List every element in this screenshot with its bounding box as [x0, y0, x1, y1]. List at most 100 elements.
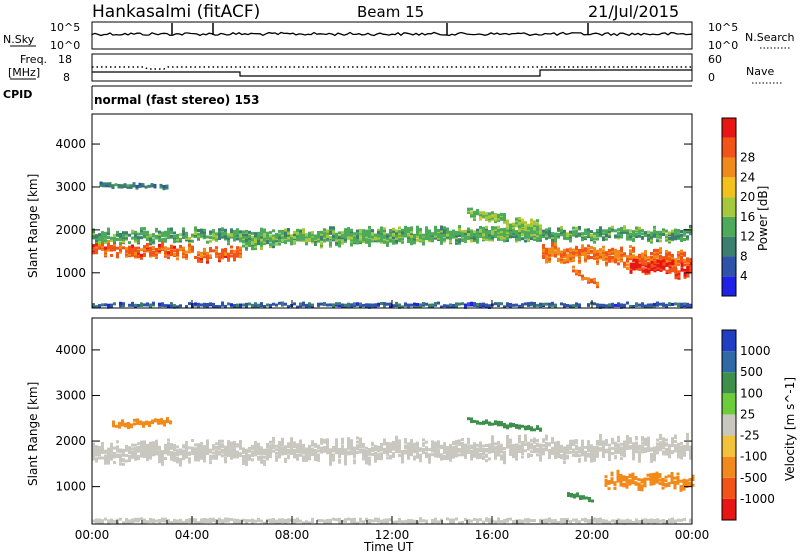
heatmap-cell: [593, 453, 596, 457]
heatmap-cell: [593, 256, 596, 260]
heatmap-cell: [260, 449, 263, 453]
heatmap-cell: [224, 228, 227, 232]
heatmap-cell: [500, 421, 503, 425]
heatmap-cell: [212, 519, 215, 523]
heatmap-cell: [182, 449, 185, 453]
heatmap-cell: [161, 241, 164, 245]
heatmap-cell: [446, 457, 449, 460]
heatmap-cell: [111, 186, 115, 190]
heatmap-cell: [635, 259, 639, 263]
heatmap-cell: [182, 227, 185, 231]
heatmap-cell: [185, 236, 188, 240]
heatmap-cell: [689, 259, 692, 263]
heatmap-cell: [359, 237, 362, 241]
heatmap-cell: [437, 449, 440, 453]
heatmap-cell: [500, 236, 503, 240]
heatmap-cell: [665, 236, 668, 240]
x-tick-label: 00:00: [675, 528, 710, 542]
heatmap-cell: [152, 241, 155, 245]
heatmap-cell: [344, 518, 347, 522]
heatmap-cell: [473, 454, 476, 458]
heatmap-cell: [143, 249, 146, 253]
heatmap-cell: [248, 455, 251, 459]
heatmap-cell: [110, 245, 113, 248]
heatmap-cell: [638, 454, 641, 458]
heatmap-cell: [614, 449, 617, 453]
heatmap-cell: [572, 248, 575, 252]
heatmap-cell: [305, 239, 308, 243]
heatmap-cell: [647, 439, 650, 443]
heatmap-cell: [479, 455, 482, 459]
heatmap-cell: [619, 477, 623, 481]
heatmap-cell: [275, 455, 278, 459]
heatmap-cell: [233, 440, 236, 444]
heatmap-cell: [673, 480, 677, 484]
heatmap-cell: [623, 227, 626, 230]
heatmap-cell: [551, 232, 554, 236]
heatmap-cell: [422, 240, 425, 244]
heatmap-cell: [371, 237, 374, 241]
heatmap-cell: [539, 304, 542, 308]
heatmap-cell: [635, 449, 638, 453]
heatmap-cell: [362, 238, 365, 242]
heatmap-cell: [416, 452, 419, 456]
heatmap-cell: [464, 303, 467, 307]
heatmap-cell: [263, 236, 266, 240]
heatmap-cell: [665, 449, 668, 453]
heatmap-cell: [548, 255, 551, 258]
heatmap-cell: [359, 240, 362, 244]
heatmap-cell: [596, 305, 599, 308]
heatmap-cell: [539, 447, 542, 451]
heatmap-cell: [611, 249, 614, 253]
heatmap-cell: [647, 237, 650, 241]
heatmap-cell: [128, 454, 131, 458]
heatmap-cell: [149, 445, 152, 449]
heatmap-cell: [122, 231, 125, 235]
heatmap-cell: [197, 446, 200, 450]
heatmap-cell: [521, 450, 524, 454]
heatmap-cell: [428, 303, 431, 307]
heatmap-cell: [503, 217, 506, 221]
heatmap-cell: [491, 212, 494, 216]
heatmap-cell: [524, 425, 527, 429]
heatmap-cell: [473, 239, 476, 243]
colorbar-tick-label: 8: [740, 249, 748, 263]
heatmap-cell: [578, 248, 581, 252]
heatmap-cell: [173, 247, 176, 251]
heatmap-cell: [533, 225, 536, 229]
heatmap-cell: [176, 234, 179, 237]
heatmap-cell: [407, 229, 410, 233]
heatmap-cell: [686, 263, 689, 267]
heatmap-cell: [614, 252, 617, 256]
heatmap-cell: [650, 238, 653, 242]
heatmap-cell: [608, 520, 611, 524]
heatmap-cell: [158, 458, 161, 462]
heatmap-cell: [95, 518, 98, 522]
heatmap-cell: [152, 245, 155, 249]
heatmap-cell: [218, 447, 221, 451]
heatmap-cell: [683, 234, 686, 238]
heatmap-cell: [218, 441, 221, 445]
heatmap-cell: [674, 434, 677, 438]
heatmap-cell: [656, 518, 659, 522]
heatmap-cell: [275, 448, 278, 452]
heatmap-cell: [112, 424, 115, 428]
heatmap-cell: [590, 278, 593, 282]
heatmap-cell: [605, 237, 608, 241]
heatmap-cell: [218, 517, 221, 521]
heatmap-cell: [317, 455, 320, 459]
heatmap-cell: [383, 237, 386, 241]
heatmap-cell: [452, 518, 455, 522]
heatmap-cell: [230, 254, 233, 258]
heatmap-cell: [458, 240, 461, 243]
heatmap-cell: [146, 230, 149, 234]
heatmap-cell: [647, 442, 650, 446]
heatmap-cell: [680, 445, 683, 449]
heatmap-cell: [632, 520, 635, 524]
heatmap-cell: [616, 475, 620, 479]
heatmap-cell: [527, 232, 530, 236]
heatmap-cell: [563, 461, 566, 464]
heatmap-cell: [605, 304, 608, 308]
heatmap-cell: [272, 436, 275, 440]
heatmap-cell: [311, 450, 314, 454]
